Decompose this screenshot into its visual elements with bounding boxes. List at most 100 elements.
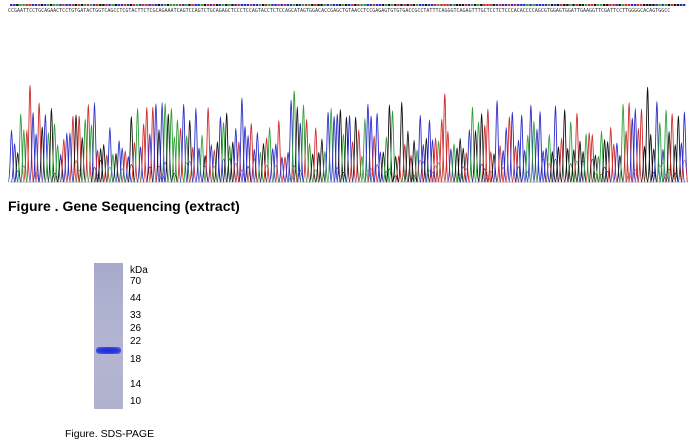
trace-peak — [339, 133, 348, 183]
trace-peak — [164, 113, 173, 183]
base-call-tick — [600, 4, 603, 6]
base-call-tick — [271, 4, 274, 6]
trace-noise-peak — [263, 164, 270, 183]
base-call-tick — [25, 4, 28, 6]
trace-peak — [563, 147, 572, 183]
base-call-tick — [28, 4, 31, 6]
base-call-tick — [243, 4, 246, 6]
trace-peak — [554, 146, 563, 183]
base-call-tick — [16, 4, 19, 6]
trace-peak — [268, 147, 277, 183]
base-call-tick — [145, 4, 148, 6]
base-call-tick — [96, 4, 99, 6]
trace-noise-peak — [601, 166, 608, 183]
base-call-tick — [360, 4, 363, 6]
base-call-tick — [483, 4, 486, 6]
base-call-tick — [474, 4, 477, 6]
trace-noise-peak — [146, 166, 153, 183]
base-call-tick — [424, 4, 428, 6]
base-call-tick — [249, 4, 253, 6]
base-call-tick — [206, 4, 210, 6]
base-call-tick — [218, 4, 222, 6]
base-call-tick — [225, 4, 228, 6]
trace-noise-peak — [484, 175, 491, 183]
trace-peak — [56, 153, 65, 183]
base-call-tick — [477, 4, 480, 6]
base-call-tick — [295, 4, 299, 6]
protein-band — [96, 347, 121, 354]
trace-noise-peak — [340, 172, 347, 183]
trace-peak — [228, 141, 237, 183]
trace-noise-peak — [435, 162, 442, 183]
base-call-tick — [603, 4, 606, 6]
trace-peak — [622, 130, 630, 183]
base-call-tick — [197, 4, 200, 6]
base-call-tick — [228, 4, 231, 6]
base-call-tick — [49, 4, 53, 6]
trace-noise-peak — [94, 175, 101, 183]
base-call-tick — [172, 4, 176, 6]
trace-peak — [625, 102, 633, 183]
trace-peak — [324, 111, 332, 183]
base-call-tick — [265, 4, 268, 6]
gel-lane — [94, 263, 123, 409]
trace-peak — [551, 105, 560, 183]
trace-peak — [674, 115, 683, 183]
trace-peak — [628, 117, 637, 183]
chromatogram-trace — [7, 4, 689, 183]
base-call-tick — [286, 4, 289, 6]
trace-noise-peak — [515, 166, 522, 183]
trace-noise-peak — [211, 166, 218, 183]
trace-peak — [155, 129, 163, 183]
base-call-tick — [179, 4, 182, 6]
base-call-tick — [332, 4, 336, 6]
trace-peak — [557, 137, 566, 183]
base-call-tick — [520, 4, 523, 6]
base-call-tick — [615, 4, 618, 6]
base-call-tick — [126, 4, 130, 6]
base-call-tick — [406, 4, 409, 6]
base-call-tick — [154, 4, 157, 6]
base-call-tick — [62, 4, 65, 6]
trace-noise-peak — [183, 162, 190, 183]
base-call-tick — [547, 4, 551, 6]
trace-peak — [19, 129, 28, 183]
trace-noise-peak — [540, 159, 547, 183]
trace-peak — [109, 153, 117, 183]
base-call-tick — [394, 4, 397, 6]
trace-peak — [121, 150, 130, 183]
trace-noise-peak — [460, 166, 467, 183]
base-call-tick — [357, 4, 360, 6]
base-call-tick — [495, 4, 498, 6]
trace-noise-peak — [407, 158, 415, 183]
base-call-tick — [283, 4, 286, 6]
trace-noise-peak — [251, 159, 258, 183]
ladder-marker-10: 10 — [130, 396, 142, 407]
trace-noise-peak — [226, 158, 233, 183]
base-call-tick — [517, 4, 520, 6]
sequencing-figure-caption: Figure . Gene Sequencing (extract) — [8, 198, 240, 214]
trace-peak — [453, 147, 461, 183]
base-call-tick — [535, 4, 538, 6]
trace-peak — [167, 108, 176, 183]
trace-peak — [606, 126, 615, 183]
base-call-tick — [111, 4, 114, 6]
base-call-tick — [40, 4, 44, 6]
trace-peak — [32, 133, 40, 183]
trace-peak — [450, 143, 458, 183]
base-call-tick — [504, 4, 508, 6]
trace-noise-peak — [672, 173, 679, 183]
trace-peak — [591, 154, 600, 183]
trace-noise-peak — [666, 168, 673, 183]
trace-peak — [582, 133, 590, 183]
trace-peak — [238, 97, 246, 183]
base-call-tick — [74, 4, 77, 6]
trace-peak — [152, 103, 160, 183]
trace-peak — [10, 143, 19, 183]
trace-peak — [16, 113, 25, 183]
trace-peak — [665, 130, 673, 183]
trace-noise-peak — [546, 163, 553, 183]
trace-peak — [127, 115, 136, 183]
trace-noise-peak — [297, 170, 304, 183]
base-call-tick — [391, 4, 394, 6]
